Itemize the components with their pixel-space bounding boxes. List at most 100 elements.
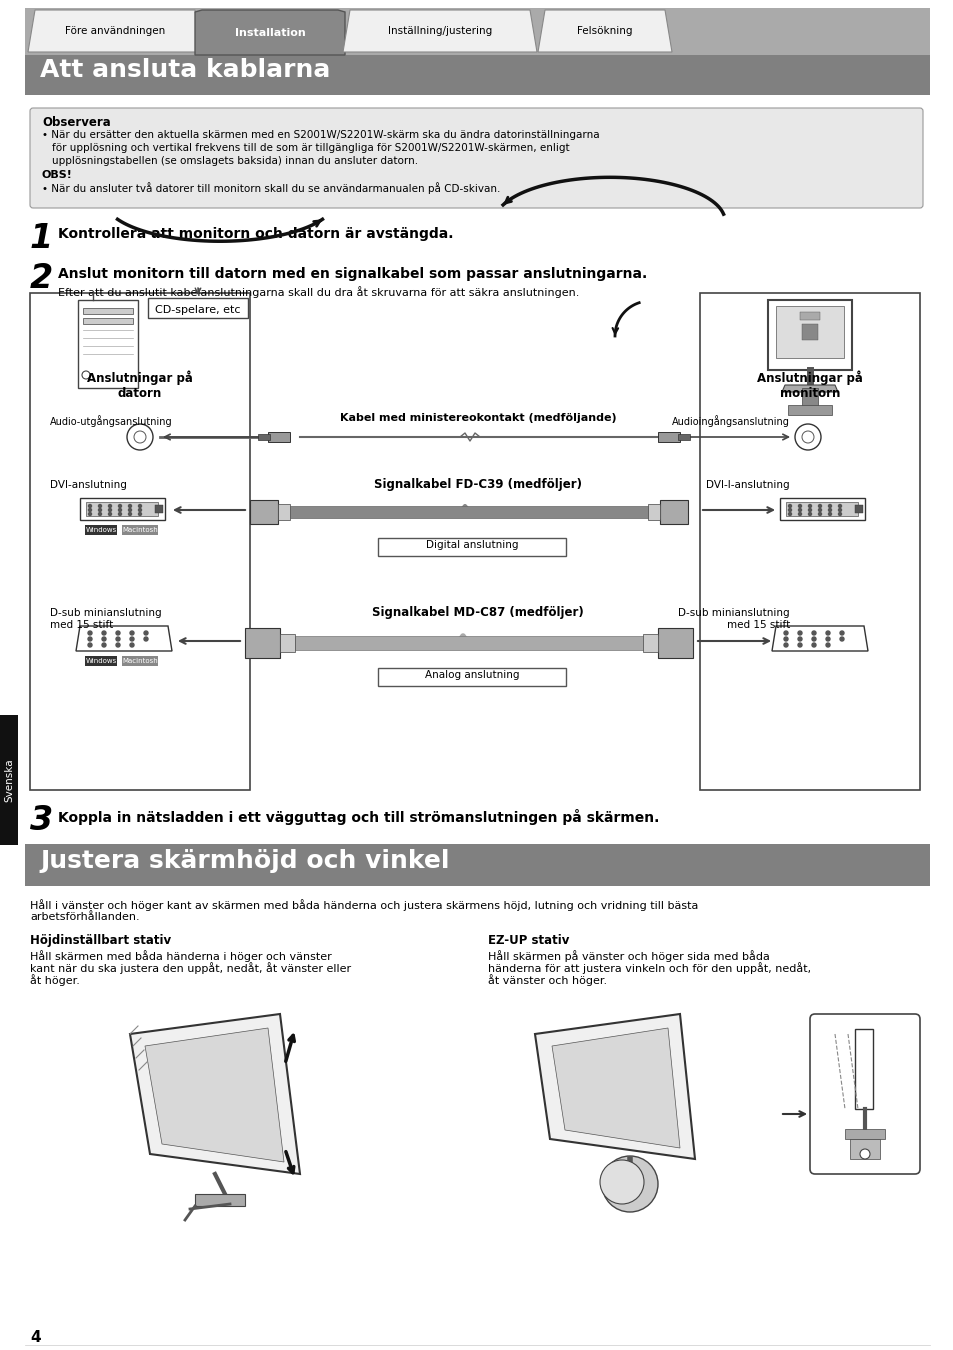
Bar: [83, 308, 132, 315]
Circle shape: [827, 513, 831, 516]
Text: Koppla in nätsladden i ett vägguttag och till strömanslutningen på skärmen.: Koppla in nätsladden i ett vägguttag och…: [58, 809, 659, 825]
Circle shape: [109, 505, 112, 508]
Bar: [122, 656, 158, 666]
Text: 1: 1: [30, 221, 53, 255]
Circle shape: [840, 630, 843, 634]
Circle shape: [109, 513, 112, 516]
Text: Håll skärmen på vänster och höger sida med båda: Håll skärmen på vänster och höger sida m…: [488, 950, 769, 963]
Circle shape: [811, 643, 815, 647]
Bar: [85, 656, 117, 666]
Circle shape: [818, 509, 821, 512]
Circle shape: [599, 1160, 643, 1204]
Circle shape: [89, 513, 91, 516]
Circle shape: [825, 630, 829, 634]
Bar: [377, 668, 565, 686]
Circle shape: [102, 637, 106, 641]
Circle shape: [818, 505, 821, 508]
Bar: [85, 525, 117, 535]
Bar: [277, 504, 290, 520]
Text: Observera: Observera: [42, 116, 111, 130]
Circle shape: [827, 509, 831, 512]
Bar: [785, 502, 857, 516]
Circle shape: [138, 513, 141, 516]
Bar: [377, 539, 565, 556]
Text: EZ-UP stativ: EZ-UP stativ: [488, 934, 569, 946]
Text: Höjdinställbart stativ: Höjdinställbart stativ: [30, 934, 171, 946]
Text: Audio-utgångsanslutning: Audio-utgångsanslutning: [50, 414, 172, 427]
Circle shape: [838, 513, 841, 516]
Text: D-sub minianslutning
med 15 stift: D-sub minianslutning med 15 stift: [678, 608, 789, 629]
Bar: [659, 500, 687, 524]
Circle shape: [811, 637, 815, 641]
Circle shape: [116, 643, 120, 647]
Text: Kabel med ministereokontakt (medföljande): Kabel med ministereokontakt (medföljande…: [339, 413, 616, 423]
Circle shape: [129, 505, 132, 508]
Circle shape: [133, 431, 146, 443]
Bar: [194, 1193, 245, 1206]
Text: Macintosh: Macintosh: [122, 657, 157, 664]
Text: Anslutningar på
datorn: Anslutningar på datorn: [87, 370, 193, 400]
Circle shape: [116, 630, 120, 634]
Text: upplösningstabellen (se omslagets baksida) innan du ansluter datorn.: upplösningstabellen (se omslagets baksid…: [52, 157, 417, 166]
Bar: [86, 502, 158, 516]
Bar: [658, 628, 692, 657]
Circle shape: [797, 643, 801, 647]
Bar: [801, 387, 817, 408]
Text: Audioingångsanslutning: Audioingångsanslutning: [672, 414, 789, 427]
Circle shape: [129, 509, 132, 512]
Circle shape: [825, 637, 829, 641]
Circle shape: [838, 505, 841, 508]
Text: Windows: Windows: [85, 526, 116, 533]
Polygon shape: [130, 1014, 299, 1174]
Bar: [268, 432, 290, 441]
Text: Före användningen: Före användningen: [65, 26, 165, 36]
Circle shape: [801, 431, 813, 443]
Circle shape: [798, 505, 801, 508]
Bar: [280, 634, 294, 652]
Text: Anslut monitorn till datorn med en signalkabel som passar anslutningarna.: Anslut monitorn till datorn med en signa…: [58, 267, 646, 281]
Text: händerna för att justera vinkeln och för den uppåt, nedåt,: händerna för att justera vinkeln och för…: [488, 963, 810, 973]
Bar: [844, 1129, 884, 1139]
Bar: [78, 300, 138, 387]
Text: OBS!: OBS!: [42, 170, 72, 180]
Bar: [780, 498, 864, 520]
Text: Inställning/justering: Inställning/justering: [388, 26, 492, 36]
Polygon shape: [343, 9, 537, 53]
Circle shape: [130, 643, 133, 647]
Circle shape: [109, 509, 112, 512]
Bar: [83, 319, 132, 324]
Circle shape: [89, 505, 91, 508]
Text: Signalkabel MD-C87 (medföljer): Signalkabel MD-C87 (medföljer): [372, 606, 583, 620]
Bar: [800, 312, 820, 320]
Circle shape: [127, 424, 152, 450]
Circle shape: [807, 513, 811, 516]
Text: DVI-anslutning: DVI-anslutning: [50, 481, 127, 490]
Text: Att ansluta kablarna: Att ansluta kablarna: [40, 58, 330, 82]
Circle shape: [797, 637, 801, 641]
Bar: [0, 716, 18, 845]
Bar: [854, 505, 862, 513]
Text: 3: 3: [30, 805, 53, 837]
Text: Felsökning: Felsökning: [577, 26, 632, 36]
Text: Signalkabel FD-C39 (medföljer): Signalkabel FD-C39 (medföljer): [374, 478, 581, 491]
Polygon shape: [28, 9, 202, 53]
Text: DVI-I-anslutning: DVI-I-anslutning: [705, 481, 789, 490]
Circle shape: [82, 371, 90, 379]
Circle shape: [783, 643, 787, 647]
Polygon shape: [535, 1014, 695, 1160]
Circle shape: [840, 637, 843, 641]
Bar: [678, 433, 689, 440]
Text: Håll skärmen med båda händerna i höger och vänster: Håll skärmen med båda händerna i höger o…: [30, 950, 332, 963]
Bar: [787, 405, 831, 414]
Circle shape: [130, 637, 133, 641]
Bar: [775, 306, 843, 358]
Circle shape: [130, 630, 133, 634]
Text: Justera skärmhöjd och vinkel: Justera skärmhöjd och vinkel: [40, 849, 449, 873]
Circle shape: [807, 509, 811, 512]
Circle shape: [797, 630, 801, 634]
Circle shape: [798, 509, 801, 512]
Text: Installation: Installation: [234, 28, 305, 38]
Circle shape: [98, 505, 101, 508]
Circle shape: [859, 1149, 869, 1160]
Text: arbetsförhållanden.: arbetsförhållanden.: [30, 913, 139, 922]
